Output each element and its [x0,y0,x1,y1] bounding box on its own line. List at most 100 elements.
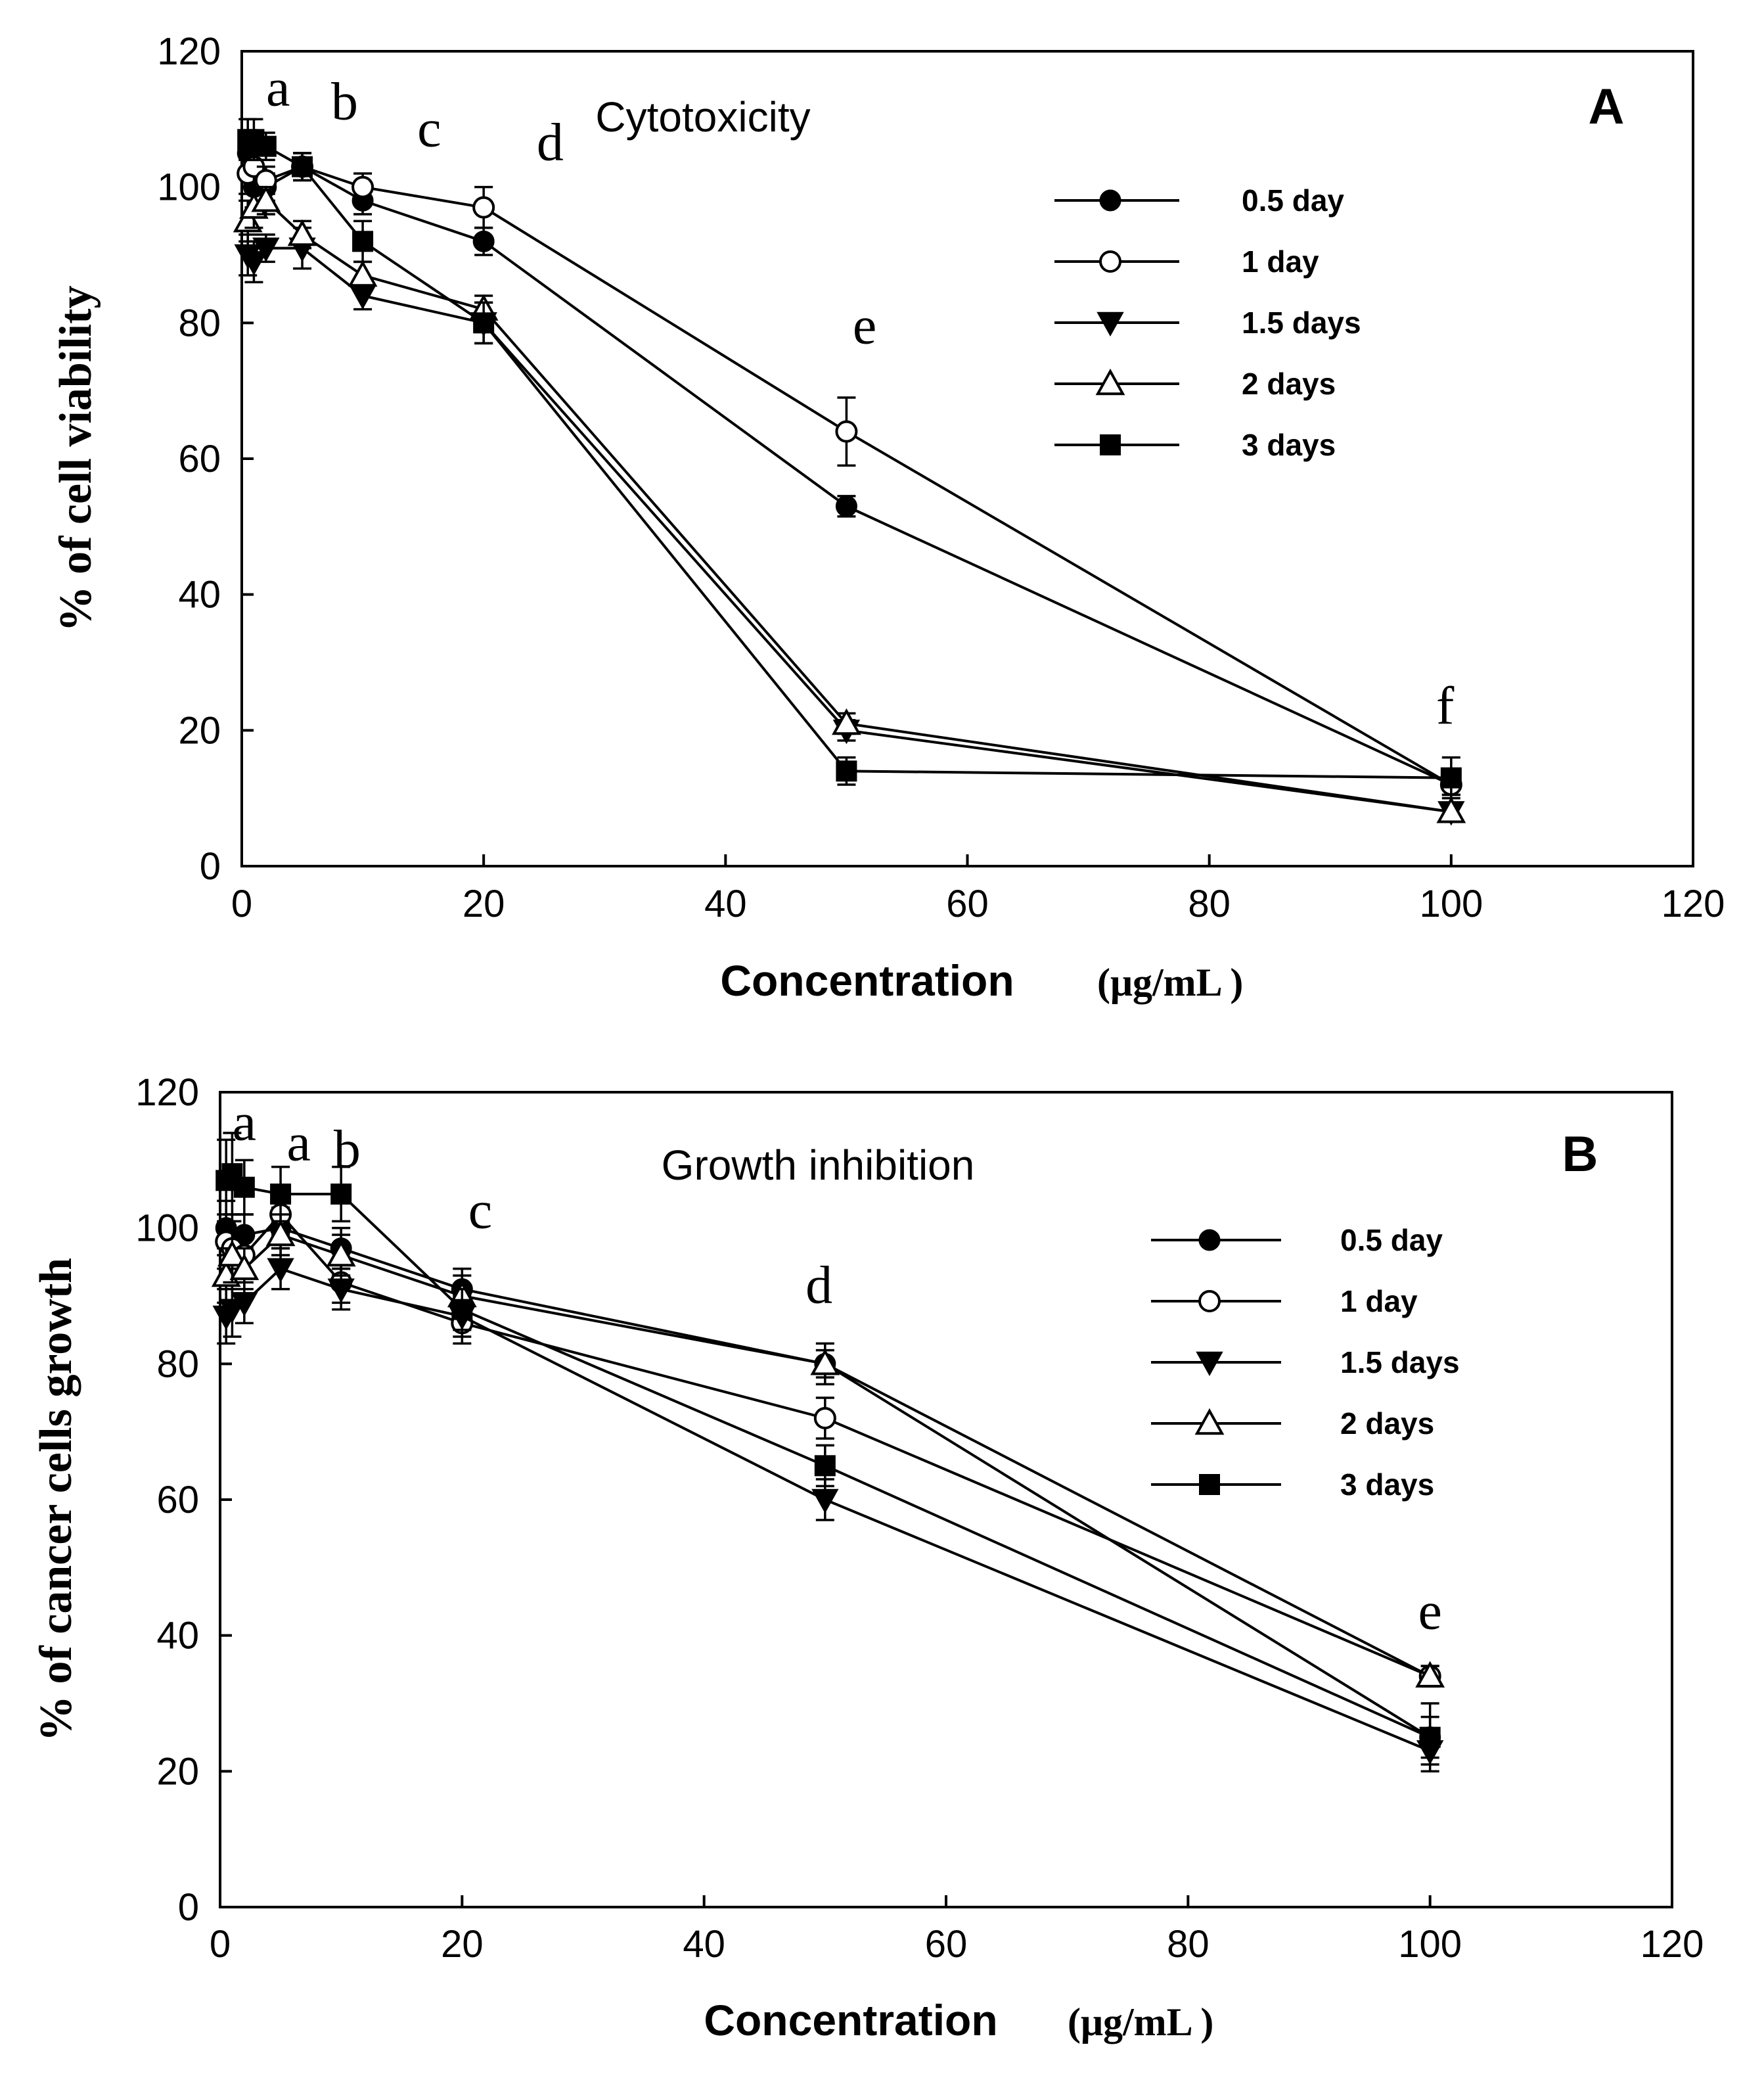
chart-title: Growth inhibition [662,1141,975,1189]
legend-marker [1100,434,1121,455]
legend-marker [1099,250,1121,273]
x-tick-label: 80 [1188,883,1231,925]
data-point [836,760,857,782]
data-point [352,231,374,252]
x-axis-label: Concentration [720,956,1014,1005]
y-tick-label: 80 [156,1343,199,1385]
data-point [330,1184,352,1205]
chart-panel-b: 0 20 40 60 80 100 120 0 20 40 60 80 100 120 Concentrat… [31,1071,1704,2044]
x-tick-label: 0 [210,1923,231,1966]
plot-frame [240,50,1694,867]
significance-letter: a [266,58,290,118]
significance-letter: c [417,99,441,158]
data-point [811,1488,839,1514]
data-point [217,1239,247,1267]
legend-label: 2 days [1242,367,1336,401]
x-tick-label: 120 [1640,1923,1704,1966]
data-point [348,260,378,287]
data-point [1436,796,1466,823]
data-point [1440,767,1462,789]
x-axis-unit: (μg/mL ) [1097,961,1243,1004]
data-point [270,1184,292,1205]
data-point [813,1407,836,1429]
data-point [267,1258,294,1283]
legend-label: 1 day [1242,244,1319,279]
series-3-days [237,118,1462,800]
series-2-days [233,185,1466,823]
x-tick-label: 100 [1398,1923,1462,1966]
data-point [233,1176,255,1198]
data-point [473,312,495,334]
legend-label: 2 days [1340,1406,1434,1440]
data-point [1419,1726,1441,1748]
x-tick-label: 40 [704,883,747,925]
data-point [326,1239,356,1267]
significance-letter: e [853,295,876,355]
series-0-5-day [237,131,1462,796]
significance-letter: d [537,112,564,172]
series-line [225,1267,1431,1753]
legend-label: 1.5 days [1340,1345,1460,1379]
data-point [472,230,495,252]
x-axis-label: Concentration [704,1996,997,2044]
significance-letter: d [805,1255,832,1314]
legend: 0.5 day 1 day 1.5 days 2 days 3 days [1054,183,1361,462]
data-point [451,1299,473,1320]
series-3-days [215,1132,1441,1773]
legend: 0.5 day 1 day 1.5 days 2 days 3 days [1151,1223,1460,1502]
legend-label: 0.5 day [1242,183,1344,218]
y-axis-label: % of cancer cells growth [31,1258,81,1741]
series-1-5-days [212,1247,1444,1766]
data-point [327,1278,355,1303]
data-point [229,1253,260,1280]
significance-letter: a [233,1092,256,1151]
x-tick-label: 120 [1662,883,1725,925]
x-tick-label: 60 [946,883,989,925]
legend-label: 3 days [1340,1467,1434,1502]
legend-marker [1095,368,1125,396]
y-tick-label: 100 [157,166,221,209]
legend-marker [1199,1474,1220,1495]
x-tick-label: 20 [441,1923,484,1966]
significance-letter: c [468,1180,492,1240]
data-point [1415,1661,1445,1688]
chart-title: Cytotoxicity [595,93,810,141]
data-point [832,708,861,735]
x-tick-label: 0 [231,883,252,925]
legend-marker [1099,189,1121,212]
data-point [252,237,280,262]
x-tick-label: 80 [1167,1923,1210,1966]
y-tick-label: 40 [178,574,221,616]
x-axis-unit: (μg/mL ) [1068,2000,1213,2044]
y-tick-label: 0 [200,845,221,888]
data-point [292,156,313,177]
data-point [231,1292,258,1317]
series-1-day [237,145,1462,796]
y-tick-label: 0 [178,1886,199,1929]
y-tick-label: 100 [135,1207,199,1250]
legend-marker [1196,1351,1223,1377]
legend-label: 1 day [1340,1284,1418,1318]
significance-letter: a [287,1112,311,1172]
x-tick-label: 100 [1419,883,1483,925]
data-point [351,175,374,198]
data-point [810,1348,840,1375]
data-point [814,1455,836,1477]
legend-marker [1194,1408,1225,1435]
data-point [472,196,495,219]
y-tick-label: 60 [156,1479,199,1521]
plot-frame [219,1091,1673,1908]
legend-marker [1198,1290,1221,1312]
y-tick-label: 20 [156,1750,199,1793]
data-point [835,420,858,443]
legend-label: 0.5 day [1340,1223,1443,1257]
x-tick-label: 60 [925,1923,968,1966]
y-tick-label: 20 [178,709,221,752]
y-tick-label: 80 [178,302,221,344]
y-tick-label: 40 [156,1615,199,1657]
x-tick-label: 20 [463,883,505,925]
data-point [251,185,281,212]
data-point [255,135,277,157]
y-tick-label: 60 [178,438,221,480]
